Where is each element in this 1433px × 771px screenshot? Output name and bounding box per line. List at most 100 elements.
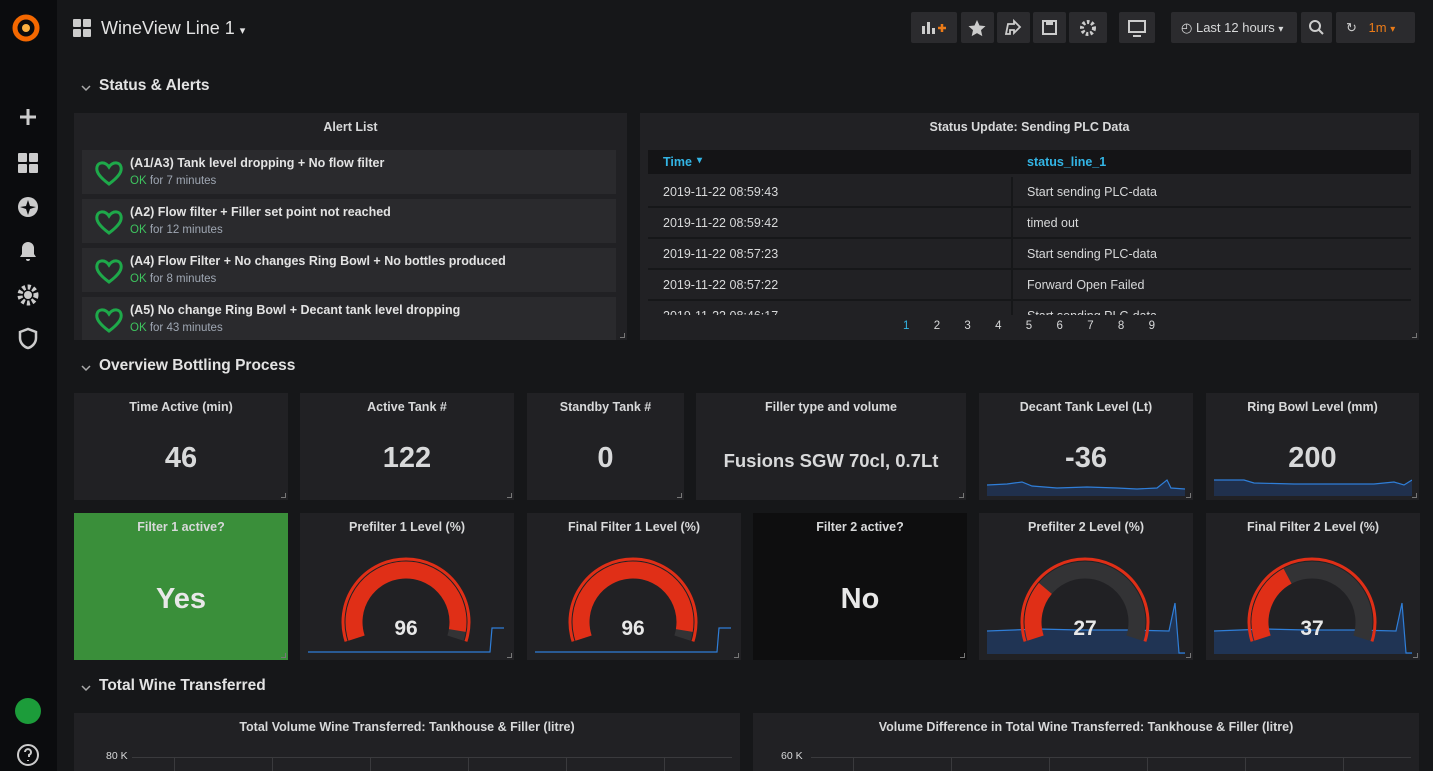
- column-divider: [1011, 270, 1013, 299]
- alert-item: (A5) No change Ring Bowl + Decant tank l…: [82, 297, 616, 340]
- page-link: 1: [903, 320, 910, 332]
- panel-title: Filler type and volume: [765, 400, 897, 414]
- page-link: 8: [1117, 320, 1125, 332]
- alert-item: (A4) Flow Filter + No changes Ring Bowl …: [82, 248, 616, 292]
- table-cell: Start sending PLC-data: [1027, 309, 1157, 315]
- section-chevrons: [81, 85, 91, 692]
- settings-button[interactable]: [1069, 12, 1107, 43]
- gauge-fill: [1024, 582, 1053, 641]
- table-row: 2019-11-22 08:59:42 timed out: [648, 208, 1411, 239]
- gauge-threshold-ring: [1247, 557, 1377, 642]
- stat-panel: Decant Tank Level (Lt) -36: [979, 393, 1193, 500]
- grid-line: [132, 757, 732, 758]
- filter-state-value: No: [840, 583, 880, 615]
- grid-line: [566, 757, 567, 771]
- heart: [95, 259, 123, 284]
- page-link: 2: [933, 320, 941, 332]
- filter-state-value: Yes: [156, 583, 206, 615]
- heart: [95, 161, 123, 186]
- gauge-threshold-ring: [568, 557, 698, 642]
- table-row: 2019-11-22 08:57:23 Start sending PLC-dat…: [648, 239, 1411, 270]
- panel-title: Active Tank #: [367, 400, 447, 414]
- alert-state: OK: [130, 322, 147, 334]
- grid-line: [1147, 757, 1148, 771]
- sparkline-area: [1214, 480, 1412, 496]
- column-divider: [1011, 177, 1013, 206]
- create-icon[interactable]: [20, 109, 36, 125]
- gauge-value: 96: [621, 617, 644, 640]
- alert-status: OK for 8 minutes: [130, 273, 216, 285]
- panel-title: Status Update: Sending PLC Data: [929, 120, 1130, 134]
- stat-panel: Ring Bowl Level (mm) 200: [1206, 393, 1419, 500]
- resize-handle: [507, 493, 512, 498]
- gauge-fill: [572, 561, 694, 641]
- page-link: 9: [1148, 320, 1155, 332]
- sparkline: [1214, 479, 1412, 496]
- table-row: 2019-11-22 08:46:17 Start sending PLC-dat…: [648, 301, 1411, 315]
- graph-panel: Volume Difference in Total Wine Transfer…: [753, 713, 1419, 771]
- stat-value: 46: [164, 442, 198, 474]
- table-cell: 2019-11-22 08:59:42: [663, 216, 779, 230]
- time-range[interactable]: Last 12 hours: [1195, 20, 1275, 35]
- alert-item: (A1/A3) Tank level dropping + No flow fi…: [82, 150, 616, 194]
- sparkline-area: [987, 603, 1185, 654]
- alert-name: (A1/A3) Tank level dropping + No flow fi…: [130, 156, 385, 170]
- sparkline: [987, 479, 1185, 496]
- dashboard-title[interactable]: WineView Line 1 ▾: [101, 18, 246, 38]
- table-cell: Forward Open Failed: [1027, 278, 1145, 292]
- grid-line: [664, 757, 665, 771]
- time-picker[interactable]: ◴ Last 12 hours ▾: [1171, 12, 1297, 43]
- resize-handle: [959, 493, 964, 498]
- share-button[interactable]: [997, 12, 1030, 43]
- sparkline-area: [987, 480, 1185, 496]
- config-icon[interactable]: [17, 284, 39, 306]
- resize-handle: [677, 493, 682, 498]
- save-button[interactable]: [1033, 12, 1066, 43]
- add-panel-button[interactable]: [911, 12, 957, 43]
- dashboards-icon[interactable]: [18, 153, 38, 173]
- table-cell: 2019-11-22 08:57:23: [663, 247, 779, 261]
- alert-item: (A2) Flow filter + Filler set point not …: [82, 199, 616, 243]
- table-cell: timed out: [1027, 216, 1079, 230]
- panel-title: Alert List: [323, 120, 378, 134]
- table-cell: 2019-11-22 08:46:17: [663, 309, 778, 315]
- alerting-icon[interactable]: [20, 242, 36, 261]
- logo[interactable]: [12, 14, 40, 42]
- alert-duration: for 7 minutes: [149, 175, 217, 187]
- tv-button[interactable]: [1119, 12, 1155, 43]
- zoom-button[interactable]: [1301, 12, 1332, 43]
- heart: [95, 308, 123, 333]
- section-title: Status & Alerts: [99, 77, 210, 94]
- graph-panel: Total Volume Wine Transferred: Tankhouse…: [74, 713, 740, 771]
- alert-status: OK for 7 minutes: [130, 175, 216, 187]
- resize-handle: [1186, 493, 1191, 498]
- table-header: Time ▾ status_line_1: [648, 150, 1411, 174]
- sparkline-line: [1213, 602, 1412, 654]
- alert-status: OK for 43 minutes: [130, 322, 223, 334]
- column-divider: [1011, 208, 1013, 237]
- help-icon[interactable]: [17, 744, 39, 766]
- stat-panel: Active Tank # 122: [300, 393, 514, 500]
- gauge-value: 96: [394, 617, 417, 640]
- gauge-threshold-ring: [1020, 557, 1150, 642]
- title-text[interactable]: WineView Line 1: [101, 18, 235, 38]
- toolbar-icons: [922, 18, 1324, 37]
- gauge-fill: [1251, 568, 1292, 641]
- table-body: 2019-11-22 08:59:43 Start sending PLC-dat…: [648, 177, 1411, 315]
- panel-title: Filter 2 active?: [816, 520, 904, 534]
- alert-name: (A2) Flow filter + Filler set point not …: [130, 205, 391, 219]
- alert-state-icon: [95, 308, 123, 333]
- shield-icon[interactable]: [18, 327, 38, 350]
- avatar[interactable]: [15, 698, 41, 724]
- gauge-value: 27: [1073, 617, 1096, 640]
- resize-handle: [281, 653, 286, 658]
- resize-handle: [507, 653, 512, 658]
- refresh-interval[interactable]: 1m: [1368, 20, 1387, 35]
- panel-title: Final Filter 1 Level (%): [568, 520, 700, 534]
- sparkline-line: [987, 479, 1185, 490]
- resize-handle: [1413, 653, 1418, 658]
- page-link: 3: [964, 320, 971, 332]
- resize-handle: [734, 653, 739, 658]
- refresh-picker[interactable]: ↻ 1m ▾: [1336, 12, 1415, 43]
